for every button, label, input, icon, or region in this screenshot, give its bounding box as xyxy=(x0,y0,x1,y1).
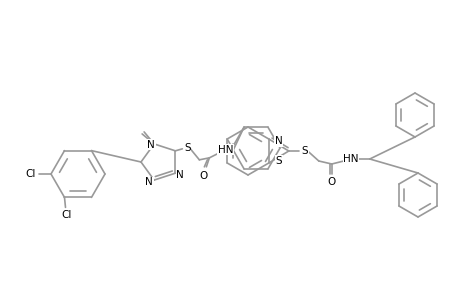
Text: O: O xyxy=(199,171,207,181)
Text: HN: HN xyxy=(217,145,233,155)
Text: N: N xyxy=(145,177,153,187)
Text: O: O xyxy=(327,177,335,187)
Text: N: N xyxy=(176,170,184,180)
Text: Cl: Cl xyxy=(61,210,72,220)
Text: Cl: Cl xyxy=(26,169,36,179)
Text: S: S xyxy=(184,143,190,153)
Text: N: N xyxy=(274,136,282,146)
Text: S: S xyxy=(301,146,308,156)
Text: HN: HN xyxy=(342,154,358,164)
Text: S: S xyxy=(275,156,281,166)
Text: N: N xyxy=(147,140,155,150)
